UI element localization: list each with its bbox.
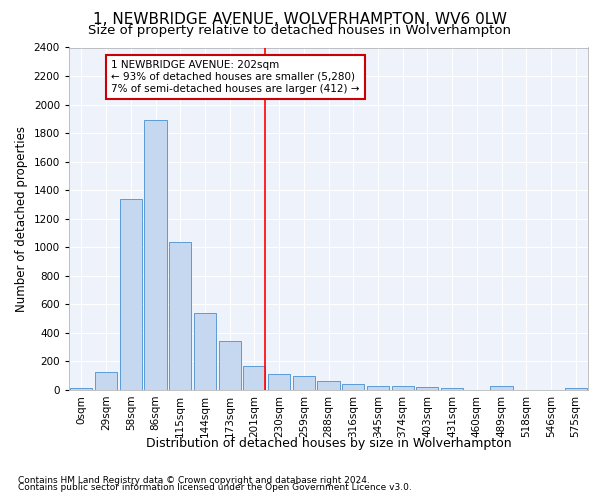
Text: Distribution of detached houses by size in Wolverhampton: Distribution of detached houses by size … (146, 438, 512, 450)
Bar (416, 387, 439, 390)
Y-axis label: Number of detached properties: Number of detached properties (15, 126, 28, 312)
Bar (490, 386, 512, 390)
Text: 1 NEWBRIDGE AVENUE: 202sqm
← 93% of detached houses are smaller (5,280)
7% of se: 1 NEWBRIDGE AVENUE: 202sqm ← 93% of deta… (111, 60, 359, 94)
Text: Contains HM Land Registry data © Crown copyright and database right 2024.: Contains HM Land Registry data © Crown c… (18, 476, 370, 485)
Text: Size of property relative to detached houses in Wolverhampton: Size of property relative to detached ho… (89, 24, 511, 37)
Bar (194, 313, 216, 390)
Bar (268, 374, 290, 390)
Bar (565, 388, 587, 390)
Text: Contains public sector information licensed under the Open Government Licence v3: Contains public sector information licen… (18, 484, 412, 492)
Bar (342, 384, 364, 390)
Bar (95, 372, 117, 390)
Bar (441, 388, 463, 390)
Bar (392, 386, 414, 390)
Bar (243, 366, 265, 390)
Bar (119, 199, 142, 390)
Bar (367, 386, 389, 390)
Text: 1, NEWBRIDGE AVENUE, WOLVERHAMPTON, WV6 0LW: 1, NEWBRIDGE AVENUE, WOLVERHAMPTON, WV6 … (93, 12, 507, 28)
Bar (70, 388, 92, 390)
Bar (169, 242, 191, 390)
Bar (218, 342, 241, 390)
Bar (317, 380, 340, 390)
Bar (145, 120, 167, 390)
Bar (293, 376, 315, 390)
